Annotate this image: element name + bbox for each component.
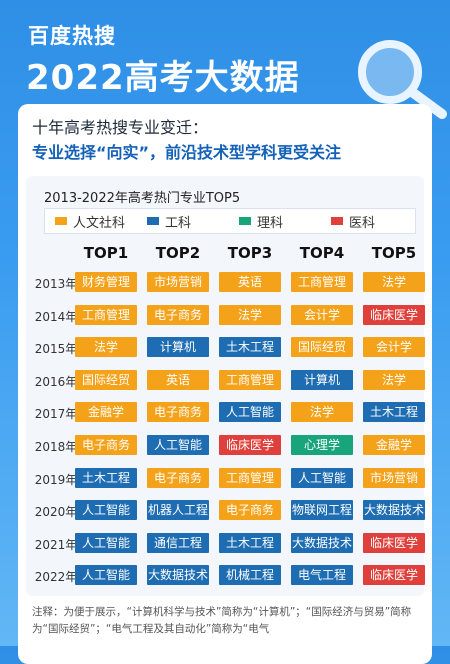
- year-label: 2022年: [34, 570, 78, 585]
- major-cell: 会计学: [291, 304, 353, 325]
- major-cell: 人工智能: [147, 435, 209, 455]
- major-cell: 通信工程: [147, 532, 209, 553]
- subtitle-bold: 专业选择“向实”，前沿技术型学科更受关注: [32, 143, 342, 162]
- major-cell: 物联网工程: [291, 500, 353, 521]
- major-cell: 土木工程: [219, 532, 281, 553]
- major-cell: 电子商务: [75, 435, 137, 455]
- note: 注释：为便于展示，“计算机科学与技术”简称为“计算机”；“国际经济与贸易”简称为…: [32, 606, 412, 635]
- major-cell: 市场营销: [147, 272, 209, 292]
- year-label: 2019年: [34, 472, 78, 487]
- year-label: 2013年: [34, 277, 78, 291]
- major-cell: 电子商务: [147, 467, 209, 488]
- major-cell: 临床医学: [363, 304, 425, 325]
- year-label: 2018年: [34, 440, 78, 454]
- major-cell: 大数据技术: [291, 532, 353, 553]
- column-header: TOP5: [371, 244, 417, 262]
- legend-label: 人文社科: [73, 215, 126, 231]
- legend-swatch: [55, 217, 67, 225]
- year-label: 2015年: [34, 342, 78, 357]
- legend-label: 医科: [349, 215, 376, 231]
- major-cell: 人工智能: [219, 402, 281, 423]
- legend-item: 医科: [321, 212, 413, 231]
- legend-swatch: [147, 217, 159, 225]
- major-cell: 土木工程: [219, 337, 281, 358]
- column-header: TOP4: [299, 244, 345, 262]
- major-cell: 土木工程: [363, 402, 425, 423]
- major-cell: 会计学: [363, 337, 425, 358]
- major-cell: 机器人工程: [147, 500, 209, 521]
- major-cell: 国际经贸: [75, 369, 137, 390]
- major-cell: 临床医学: [363, 532, 425, 553]
- major-cell: 人工智能: [291, 467, 353, 488]
- major-cell: 英语: [219, 272, 281, 292]
- major-cell: 大数据技术: [363, 500, 425, 521]
- major-cell: 临床医学: [219, 435, 281, 455]
- legend-swatch: [239, 217, 251, 225]
- subtitle: 十年高考热搜专业变迁：: [32, 118, 209, 137]
- year-label: 2021年: [34, 537, 78, 552]
- column-header: TOP3: [227, 244, 273, 262]
- column-header: TOP1: [83, 244, 129, 262]
- major-cell: 电子商务: [147, 304, 209, 325]
- major-cell: 法学: [363, 369, 425, 390]
- brand: 百度热搜: [28, 24, 116, 48]
- major-cell: 电气工程: [291, 565, 353, 586]
- major-cell: 人工智能: [75, 532, 137, 553]
- major-cell: 人工智能: [75, 500, 137, 521]
- year-label: 2017年: [34, 407, 78, 422]
- major-cell: 人工智能: [75, 565, 137, 586]
- major-cell: 电子商务: [147, 402, 209, 423]
- legend-item: 人文社科: [45, 212, 137, 231]
- year-label: 2020年: [34, 505, 78, 520]
- major-cell: 心理学: [291, 435, 353, 455]
- table-title: 2013-2022年高考热门专业TOP5: [44, 191, 241, 206]
- legend-label: 理科: [257, 215, 284, 231]
- major-cell: 金融学: [363, 435, 425, 455]
- major-cell: 临床医学: [363, 565, 425, 586]
- major-cell: 英语: [147, 369, 209, 390]
- main-title: 2022高考大数据: [26, 58, 300, 98]
- major-cell: 电子商务: [219, 500, 281, 521]
- legend-label: 工科: [165, 215, 192, 231]
- column-header: TOP2: [155, 244, 201, 262]
- legend-item: 工科: [137, 212, 229, 231]
- legend-swatch: [331, 217, 343, 225]
- major-cell: 法学: [363, 272, 425, 292]
- major-cell: 法学: [75, 337, 137, 358]
- major-cell: 工商管理: [219, 467, 281, 488]
- major-cell: 财务管理: [75, 272, 137, 292]
- year-label: 2016年: [34, 374, 78, 389]
- legend-item: 理科: [229, 212, 321, 231]
- major-cell: 法学: [219, 304, 281, 325]
- major-cell: 市场营销: [363, 467, 425, 488]
- legend: 人文社科 工科 理科 医科: [44, 208, 416, 234]
- major-cell: 工商管理: [291, 272, 353, 292]
- major-cell: 计算机: [147, 337, 209, 358]
- major-cell: 计算机: [291, 369, 353, 390]
- major-cell: 金融学: [75, 402, 137, 423]
- major-cell: 工商管理: [75, 304, 137, 325]
- major-cell: 大数据技术: [147, 565, 209, 586]
- major-cell: 土木工程: [75, 467, 137, 488]
- year-label: 2014年: [34, 309, 78, 324]
- major-cell: 机械工程: [219, 565, 281, 586]
- major-cell: 法学: [291, 402, 353, 423]
- page: {"header":{"brand":"百度热搜","title":"2022高…: [0, 0, 450, 646]
- major-cell: 工商管理: [219, 369, 281, 390]
- major-cell: 国际经贸: [291, 337, 353, 358]
- magnifier-icon: [358, 40, 447, 119]
